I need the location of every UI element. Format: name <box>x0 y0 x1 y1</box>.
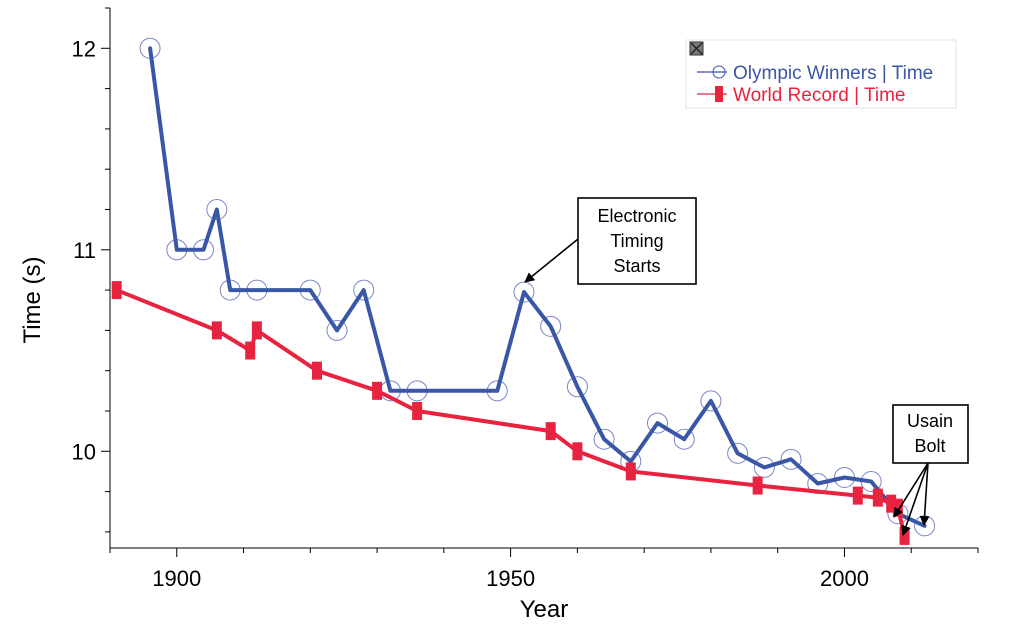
world-record-point <box>572 442 583 461</box>
world-record-point <box>245 341 256 360</box>
olympic-point <box>673 428 695 450</box>
legend-olympic-label: Olympic Winners | Time <box>733 63 933 84</box>
y-tick-label: 10 <box>72 439 96 464</box>
x-tick-label: 1950 <box>486 566 535 591</box>
legend-world-record-marker <box>715 86 723 102</box>
electronic-timing-line-1: Electronic <box>597 206 676 226</box>
legend-olympic-marker <box>712 65 726 79</box>
series-world-record <box>111 281 910 545</box>
world-record-point <box>251 321 262 340</box>
y-tick-label: 11 <box>73 238 96 263</box>
annotations: Electronic Timing Starts Usain Bolt <box>524 197 969 536</box>
electronic-timing-line-3: Starts <box>613 256 660 276</box>
olympic-point <box>780 448 802 470</box>
world-record-line <box>114 288 907 538</box>
world-record-point <box>211 321 222 340</box>
world-record-point <box>852 486 863 505</box>
series-olympic-winners <box>139 37 936 537</box>
usain-bolt-callout: Usain Bolt <box>892 404 969 536</box>
world-record-point <box>545 422 556 441</box>
olympic-point <box>540 315 562 337</box>
world-record-point <box>311 361 322 380</box>
electronic-timing-box <box>577 197 697 285</box>
legend-world-record-label: World Record | Time <box>733 85 905 106</box>
legend-close-icon[interactable] <box>689 41 704 56</box>
axes: 1900 1950 2000 10 11 12 Year Time (s) <box>19 7 979 623</box>
legend-item-world-record: World Record | Time <box>697 85 905 106</box>
world-record-point <box>412 401 423 420</box>
olympic-point <box>593 428 615 450</box>
olympic-point <box>566 376 588 398</box>
olympic-point <box>753 456 775 478</box>
world-record-point <box>111 281 122 300</box>
usain-bolt-box <box>892 404 969 464</box>
electronic-timing-arrow <box>524 238 579 283</box>
x-axis-title: Year <box>520 596 569 623</box>
olympic-point <box>700 390 722 412</box>
usain-bolt-arrow-1 <box>893 462 929 518</box>
olympic-point <box>326 319 348 341</box>
usain-bolt-line-2: Bolt <box>914 436 945 456</box>
world-record-point <box>872 488 883 507</box>
olympic-point <box>647 412 669 434</box>
legend-box <box>685 39 957 109</box>
world-record-point <box>372 381 383 400</box>
world-record-point <box>752 476 763 495</box>
legend: Olympic Winners | Time World Record | Ti… <box>685 39 957 109</box>
world-record-point <box>886 494 897 513</box>
usain-bolt-arrow-2 <box>901 462 929 536</box>
x-tick-label: 1900 <box>152 566 201 591</box>
usain-bolt-line-1: Usain <box>907 411 953 431</box>
electronic-timing-callout: Electronic Timing Starts <box>524 197 697 285</box>
y-tick-label: 12 <box>72 36 96 61</box>
world-record-point <box>625 462 636 481</box>
olympic-point <box>727 442 749 464</box>
x-tick-label: 2000 <box>820 566 869 591</box>
olympic-point <box>513 281 535 303</box>
y-ticks: 10 11 12 <box>72 7 110 533</box>
olympic-line <box>148 46 927 528</box>
usain-bolt-arrow-3 <box>919 462 930 526</box>
x-ticks: 1900 1950 2000 <box>109 548 979 591</box>
electronic-timing-line-2: Timing <box>610 231 663 251</box>
olympic-point <box>353 279 375 301</box>
y-axis-title: Time (s) <box>19 256 46 343</box>
legend-item-olympic: Olympic Winners | Time <box>697 63 933 84</box>
world-record-point <box>892 498 903 517</box>
